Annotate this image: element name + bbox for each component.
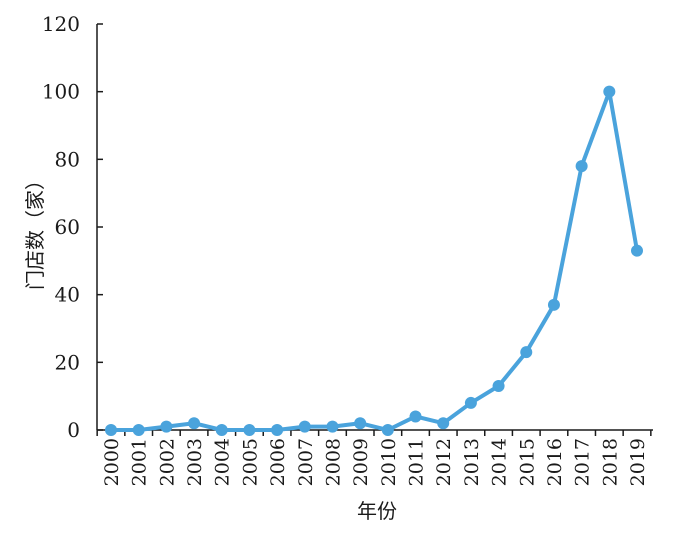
data-point — [298, 420, 311, 433]
x-tick-label: 2009 — [350, 438, 372, 486]
data-point — [105, 424, 117, 436]
data-point — [409, 410, 422, 423]
x-tick-label: 2012 — [433, 438, 455, 486]
data-point — [547, 298, 560, 311]
data-point — [354, 417, 367, 430]
y-tick-label: 40 — [55, 283, 80, 307]
data-point — [492, 380, 505, 393]
x-tick-label: 2006 — [267, 438, 289, 486]
x-tick-label: 2018 — [599, 438, 621, 486]
x-tick-label: 2007 — [295, 438, 317, 486]
x-tick-label: 2013 — [461, 438, 483, 486]
y-tick-label: 80 — [55, 147, 80, 171]
series-line — [109, 89, 639, 432]
x-tick-label: 2014 — [489, 438, 511, 486]
y-tick-label: 100 — [42, 80, 80, 104]
data-point — [188, 417, 201, 430]
data-point — [271, 424, 284, 436]
x-tick-label: 2019 — [627, 438, 649, 486]
x-tick-label: 2015 — [516, 438, 538, 486]
x-axis: 2000 2001 2002 2003 2004 2005 2006 2007 2008 2009… — [96, 429, 653, 486]
data-point — [575, 160, 588, 173]
y-tick-label: 60 — [55, 215, 80, 239]
y-tick-label: 120 — [42, 12, 80, 36]
data-point — [215, 424, 228, 436]
data-point — [437, 417, 450, 430]
data-point — [160, 420, 173, 433]
x-axis-label: 年份 — [357, 499, 397, 523]
data-point — [464, 396, 477, 409]
x-tick-label: 2011 — [406, 438, 428, 486]
x-tick-label: 2016 — [544, 438, 566, 486]
data-point — [603, 85, 616, 98]
data-point — [381, 424, 394, 436]
y-axis-label: 门店数（家） — [23, 170, 47, 290]
data-point — [520, 346, 533, 359]
x-tick-label: 2004 — [212, 438, 234, 486]
x-tick-label: 2002 — [156, 438, 178, 486]
x-tick-label: 2005 — [239, 438, 261, 486]
data-point — [326, 420, 339, 433]
x-tick-label: 2017 — [572, 438, 594, 486]
y-tick-label: 20 — [55, 350, 80, 374]
data-point — [243, 424, 256, 436]
x-tick-label: 2008 — [322, 438, 344, 486]
x-tick-label: 2001 — [129, 438, 151, 486]
x-tick-label: 2010 — [378, 438, 400, 486]
y-axis: 0 20 40 60 80 100 120 — [42, 12, 103, 442]
y-tick-label: 0 — [67, 418, 80, 442]
x-tick-label: 2000 — [101, 438, 123, 486]
series-layer — [105, 85, 643, 436]
x-tick-label: 2003 — [184, 438, 206, 486]
data-point — [132, 424, 145, 436]
data-point — [631, 244, 643, 257]
